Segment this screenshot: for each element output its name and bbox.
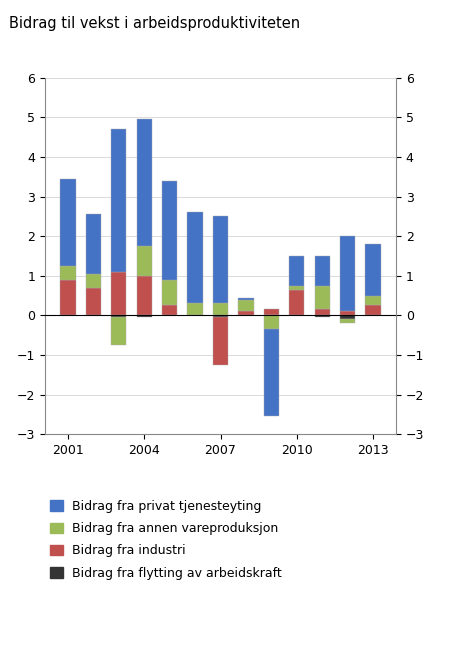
Bar	[289, 286, 305, 290]
Bar	[86, 214, 101, 274]
Bar	[162, 305, 177, 316]
Bar	[213, 216, 228, 303]
Bar	[136, 119, 152, 246]
Bar	[315, 286, 330, 310]
Bar	[136, 246, 152, 276]
Bar	[213, 318, 228, 365]
Bar	[136, 276, 152, 316]
Bar	[162, 280, 177, 305]
Bar	[111, 316, 126, 318]
Bar	[315, 310, 330, 316]
Bar	[188, 303, 203, 316]
Bar	[238, 299, 253, 312]
Bar	[365, 305, 381, 316]
Bar	[340, 316, 356, 319]
Bar	[340, 312, 356, 316]
Bar	[213, 316, 228, 318]
Text: Bidrag til vekst i arbeidsproduktiviteten: Bidrag til vekst i arbeidsproduktivitete…	[9, 16, 300, 31]
Bar	[188, 213, 203, 303]
Bar	[162, 181, 177, 280]
Legend: Bidrag fra privat tjenesteyting, Bidrag fra annen vareproduksjon, Bidrag fra ind: Bidrag fra privat tjenesteyting, Bidrag …	[45, 495, 287, 585]
Bar	[365, 244, 381, 295]
Bar	[365, 295, 381, 305]
Bar	[264, 310, 279, 316]
Bar	[60, 266, 76, 280]
Bar	[60, 179, 76, 266]
Bar	[111, 129, 126, 272]
Bar	[289, 256, 305, 286]
Bar	[213, 303, 228, 316]
Bar	[111, 272, 126, 316]
Bar	[315, 256, 330, 286]
Bar	[86, 288, 101, 316]
Bar	[340, 319, 356, 323]
Bar	[111, 318, 126, 345]
Bar	[264, 329, 279, 417]
Bar	[238, 297, 253, 299]
Bar	[136, 316, 152, 318]
Bar	[60, 280, 76, 316]
Bar	[238, 312, 253, 316]
Bar	[340, 236, 356, 312]
Bar	[86, 273, 101, 288]
Bar	[315, 316, 330, 318]
Bar	[289, 290, 305, 316]
Bar	[264, 316, 279, 329]
